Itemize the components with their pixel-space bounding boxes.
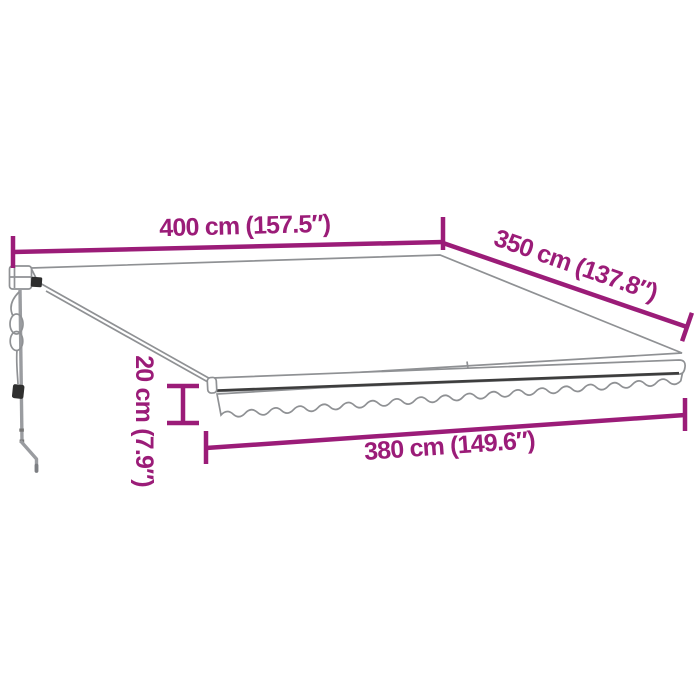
roller-bar-shadow <box>216 371 680 392</box>
crank-pole <box>18 288 24 443</box>
support-arm <box>45 290 216 387</box>
dimension-label-front-width: 380 cm (149.6″) <box>363 426 536 466</box>
dimension-line-top-width <box>12 239 444 255</box>
dimension-label-top-width: 400 cm (157.5″) <box>159 210 331 242</box>
dimension-tick-side-end <box>679 312 695 342</box>
crank-handle <box>19 440 39 473</box>
roller-bar-end-cap <box>206 376 218 394</box>
roller-bar-joint <box>466 361 469 369</box>
cassette-motor-detail <box>30 276 43 288</box>
dimension-line-front-width <box>205 412 686 451</box>
pole-joint-mark <box>19 428 24 432</box>
power-plug <box>11 384 25 399</box>
dimension-label-valance-height: 20 cm (7.9″) <box>130 355 158 487</box>
dimension-line-side-depth <box>442 240 688 330</box>
power-cord <box>10 291 20 385</box>
power-cord-coil <box>9 313 24 335</box>
